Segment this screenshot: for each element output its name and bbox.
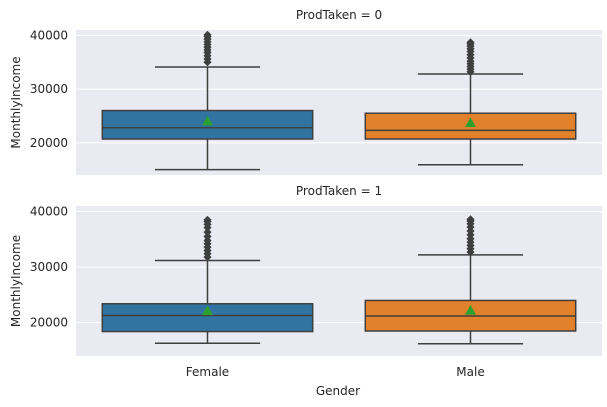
- outlier-point: [466, 215, 475, 224]
- y-axis-label: MonthlyIncome: [9, 235, 23, 327]
- outlier-point: [203, 228, 212, 237]
- panel-title: ProdTaken = 0: [296, 8, 382, 22]
- y-tick-label: 40000: [30, 28, 68, 42]
- mean-marker: [202, 115, 213, 126]
- x-axis-label: Gender: [316, 384, 360, 398]
- panel-0: 20000 30000 40000 ProdTaken = 0 MonthlyIncom…: [9, 8, 602, 175]
- y-tick-label: 40000: [30, 205, 68, 219]
- panel-title: ProdTaken = 1: [296, 184, 382, 198]
- y-tick-label: 20000: [30, 136, 68, 150]
- x-tick-label: Male: [456, 365, 484, 379]
- box-female: [101, 30, 314, 171]
- mean-marker: [465, 304, 476, 315]
- outlier-point: [203, 215, 212, 224]
- outlier-point: [203, 30, 212, 39]
- box-male: [364, 38, 577, 166]
- outlier-point: [203, 232, 212, 241]
- box-male: [364, 215, 577, 345]
- panel-1: 20000 30000 40000 ProdTaken = 1 MonthlyIncom…: [9, 184, 602, 379]
- x-tick-label: Female: [186, 365, 229, 379]
- plot-background: [76, 206, 602, 356]
- plot-background: [76, 30, 602, 175]
- y-tick-label: 20000: [30, 316, 68, 330]
- mean-marker: [465, 117, 476, 128]
- box-female: [101, 215, 314, 344]
- y-tick-label: 30000: [30, 82, 68, 96]
- y-axis-label: MonthlyIncome: [9, 56, 23, 148]
- y-tick-label: 30000: [30, 260, 68, 274]
- mean-marker: [202, 305, 213, 316]
- outlier-point: [466, 38, 475, 47]
